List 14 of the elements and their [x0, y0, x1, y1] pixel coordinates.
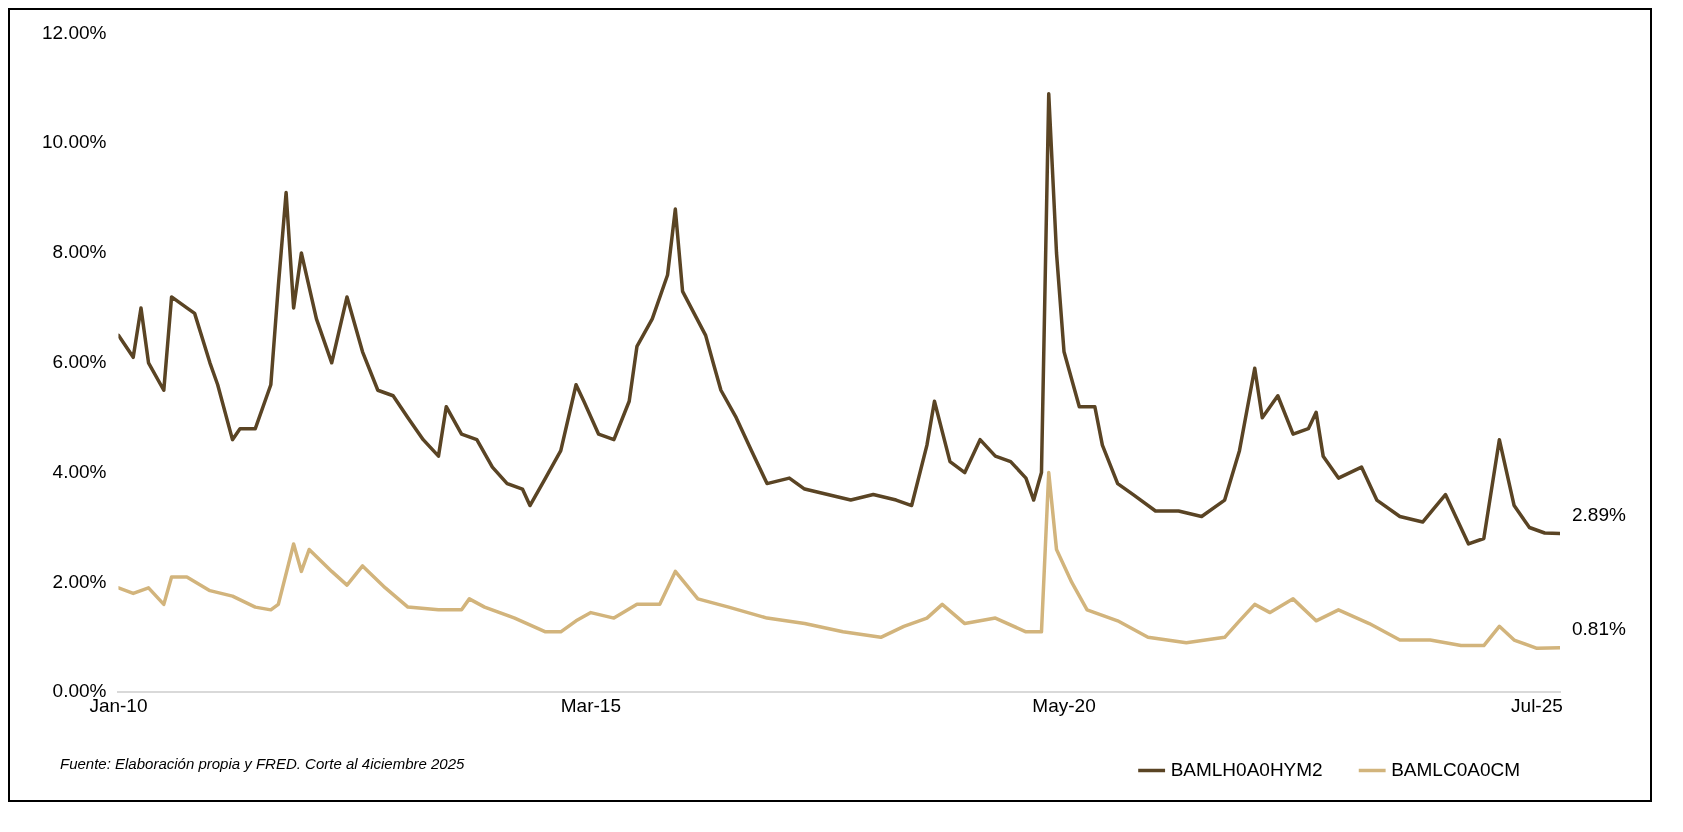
source-note: Fuente: Elaboración propia y FRED. Corte al 4iciembre 2025: [60, 755, 466, 773]
legend-label: BAMLC0A0CM: [1391, 758, 1521, 780]
y-tick-label: 4.00%: [52, 460, 107, 482]
y-tick-label: 6.00%: [52, 351, 107, 373]
x-tick-label: Jul-25: [1511, 694, 1563, 716]
y-tick-label: 2.00%: [52, 570, 107, 592]
x-tick-label: Mar-15: [560, 694, 621, 716]
legend-label: BAMLH0A0HYM2: [1170, 758, 1323, 780]
y-tick-label: 10.00%: [41, 131, 107, 153]
y-tick-label: 12.00%: [41, 21, 107, 43]
y-tick-label: 8.00%: [52, 241, 107, 263]
annotation: 0.81%: [1572, 617, 1626, 639]
x-tick-label: May-20: [1032, 694, 1096, 716]
annotation: 2.89%: [1572, 503, 1626, 525]
